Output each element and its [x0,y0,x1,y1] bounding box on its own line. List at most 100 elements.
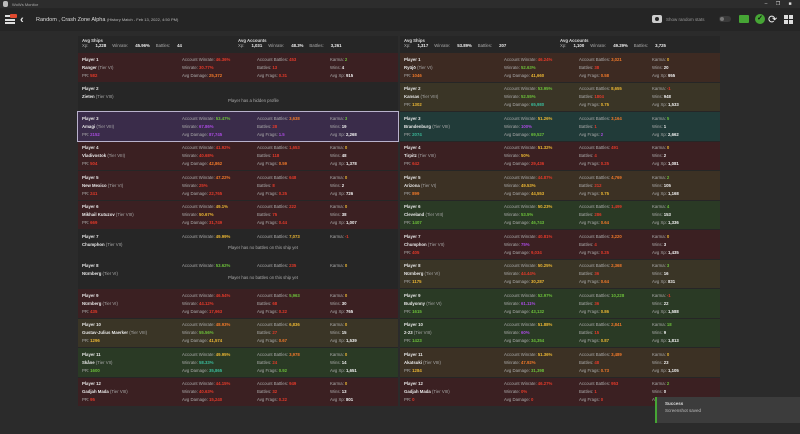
ship-wins: Wins:948 [652,94,671,99]
avg-frags: Avg Frags:0.64 [579,220,610,225]
ship-wins: Wins:4 [330,64,345,70]
karma: Karma:0 [652,145,670,150]
personal-rating: PR:1302 [404,102,422,107]
menu-button[interactable] [5,14,19,24]
account-winrate: Account Winrate:53.95% [504,86,553,91]
player-row[interactable]: Player 10 Account Winrate:51.88% Account B… [400,318,720,347]
avg-damage: Avg Damage:44,553 [504,190,545,196]
avg-ships-battles: 44 [177,43,182,48]
avg-ships: Avg Ships Xp: 1,228 Winrate: 45.96% Battles:… [82,38,238,50]
avg-ships-label: Avg Ships [404,38,425,43]
restore-icon[interactable]: ❐ [775,1,781,7]
player-row[interactable]: Player 6 Account Winrate:50.23% Account Ba… [400,200,720,229]
account-winrate: Account Winrate:47.22% [182,174,231,180]
folder-icon[interactable] [739,15,749,23]
avg-damage: Avg Damage:35,865 [182,367,223,373]
account-battles: Account Battles:8,655 [579,86,622,91]
player-row[interactable]: Player 1 Account Winrate:46.36% Account Ba… [78,53,398,82]
avg-damage: Avg Damage:15,240 [182,397,223,402]
player-row[interactable]: Player 3 Account Winrate:51.26% Account Ba… [400,112,720,141]
camera-icon[interactable] [652,15,662,23]
account-battles: Account Battles:3,489 [579,351,622,357]
personal-rating: PR:1407 [404,220,422,225]
avg-frags: Avg Frags:2 [579,131,604,137]
ship-battles: Battles:27 [257,330,278,335]
player-row[interactable]: Player 11 Account Winrate:51.36% Account B… [400,348,720,377]
avg-accounts-battles: 3,261 [330,43,342,48]
account-battles: Account Battles:3,021 [579,56,622,62]
ship-wins: Wins:2 [652,153,667,158]
avg-damage: Avg Damage:9,034 [504,249,542,255]
player-name: Player 9 [82,292,99,298]
player-name: Player 7 [404,233,421,239]
account-winrate: Account Winrate:50.23% [504,204,553,209]
player-row[interactable]: Player 11 Account Winrate:49.95% Account B… [78,348,398,377]
avg-ships-xp: 1,228 [95,43,107,48]
account-battles: Account Battles:4,769 [579,174,622,180]
ship-battles: Battles:36 [579,271,600,276]
ship-name: Nürnberg (Tier VI) [82,300,118,306]
player-row[interactable]: Player 5 Account Winrate:44.87% Account Ba… [400,171,720,200]
ship-wins: Wins:15 [330,330,347,335]
player-row[interactable]: Player 2 Zieten (Tier VIII) Player has a… [78,82,398,111]
account-battles: Account Battles:235 [257,263,297,268]
player-row[interactable]: Player 4 Account Winrate:51.32% Account Ba… [400,141,720,170]
ship-winrate: Winrate:49.53% [504,182,536,188]
account-winrate: Account Winrate:46.36% [182,56,231,62]
player-row[interactable]: Player 7 Account Winrate:40.81% Account Ba… [400,230,720,259]
avg-damage: Avg Damage:29,436 [504,161,545,166]
account-battles: Account Battles:1,653 [257,145,300,150]
player-row[interactable]: Player 12 Account Winrate:44.15% Account B… [78,377,398,406]
refresh-icon[interactable]: ⟳ [768,14,778,26]
ship-battles: Battles:36 [579,300,600,306]
show-random-stats-toggle[interactable] [719,16,731,22]
account-winrate: Account Winrate:51.26% [504,115,553,121]
check-circle-icon[interactable]: ✓ [755,14,765,24]
ship-battles: Battles:28 [257,123,278,129]
qr-code-icon[interactable] [784,15,793,24]
avg-damage: Avg Damage:65,980 [504,102,545,107]
window-titlebar: WoWs Monitor – ❐ ■ [0,0,800,9]
account-winrate: Account Winrate:44.87% [504,174,553,180]
ship-winrate: Winrate:0% [504,389,528,394]
account-winrate: Account Winrate:49.95% [182,351,231,357]
player-row[interactable]: Player 9 Account Winrate:52.97% Account Ba… [400,289,720,318]
avg-ships-xp: 1,317 [417,43,429,48]
player-name: Player 6 [404,204,421,209]
back-arrow-icon[interactable]: ‹ [20,14,24,26]
ship-winrate: Winrate:30.77% [182,64,214,70]
player-row[interactable]: Player 8 Account Winrate:50.25% Account Ba… [400,259,720,288]
player-row[interactable]: Player 6 Account Winrate:49.1% Account Bat… [78,200,398,229]
personal-rating: PR:241 [82,190,98,196]
ship-wins: Wins:3 [652,241,667,247]
karma: Karma:2 [652,381,670,386]
avg-damage: Avg Damage:31,398 [504,367,545,373]
account-winrate: Account Winrate:51.36% [504,351,553,357]
player-row[interactable]: Player 1 Account Winrate:46.24% Account Ba… [400,53,720,82]
personal-rating: PR:2152 [82,131,100,137]
player-name: Player 5 [404,174,421,180]
avg-ships: Avg Ships Xp: 1,317 Winrate: 53.89% Battles:… [404,38,560,50]
player-row[interactable]: Player 3 Account Winrate:53.47% Account Ba… [77,111,399,142]
avg-xp: Avg Xp:1,435 [652,249,679,255]
ship-winrate: Winrate:44.44% [504,271,536,276]
karma: Karma:0 [652,56,670,62]
player-row[interactable]: Player 4 Account Winrate:41.92% Account Ba… [78,141,398,170]
close-icon[interactable]: ■ [788,1,792,7]
player-row[interactable]: Player 7 Account Winrate:49.99% Account Ba… [78,230,398,259]
avg-frags: Avg Frags:0.31 [257,72,288,78]
ship-winrate: Winrate:47.92% [504,359,536,365]
account-winrate: Account Winrate:49.1% [182,204,228,209]
player-row[interactable]: Player 10 Account Winrate:48.93% Account B… [78,318,398,347]
player-row[interactable]: Player 5 Account Winrate:47.22% Account Ba… [78,171,398,200]
ship-winrate: Winrate:61.11% [504,300,536,306]
account-battles: Account Battles:6,836 [257,322,300,327]
player-row[interactable]: Player 9 Account Winrate:46.54% Account Ba… [78,289,398,318]
minimize-icon[interactable]: – [764,1,768,7]
ship-winrate: Winrate:100% [504,123,532,129]
account-battles: Account Battles:10,228 [579,292,625,298]
ship-name: Chumphon (Tier VII) [404,241,445,247]
player-row[interactable]: Player 2 Account Winrate:53.95% Account Ba… [400,82,720,111]
player-row[interactable]: Player 8 Account Winrate:53.62% Account Ba… [78,259,398,288]
player-name: Player 8 [404,263,421,268]
